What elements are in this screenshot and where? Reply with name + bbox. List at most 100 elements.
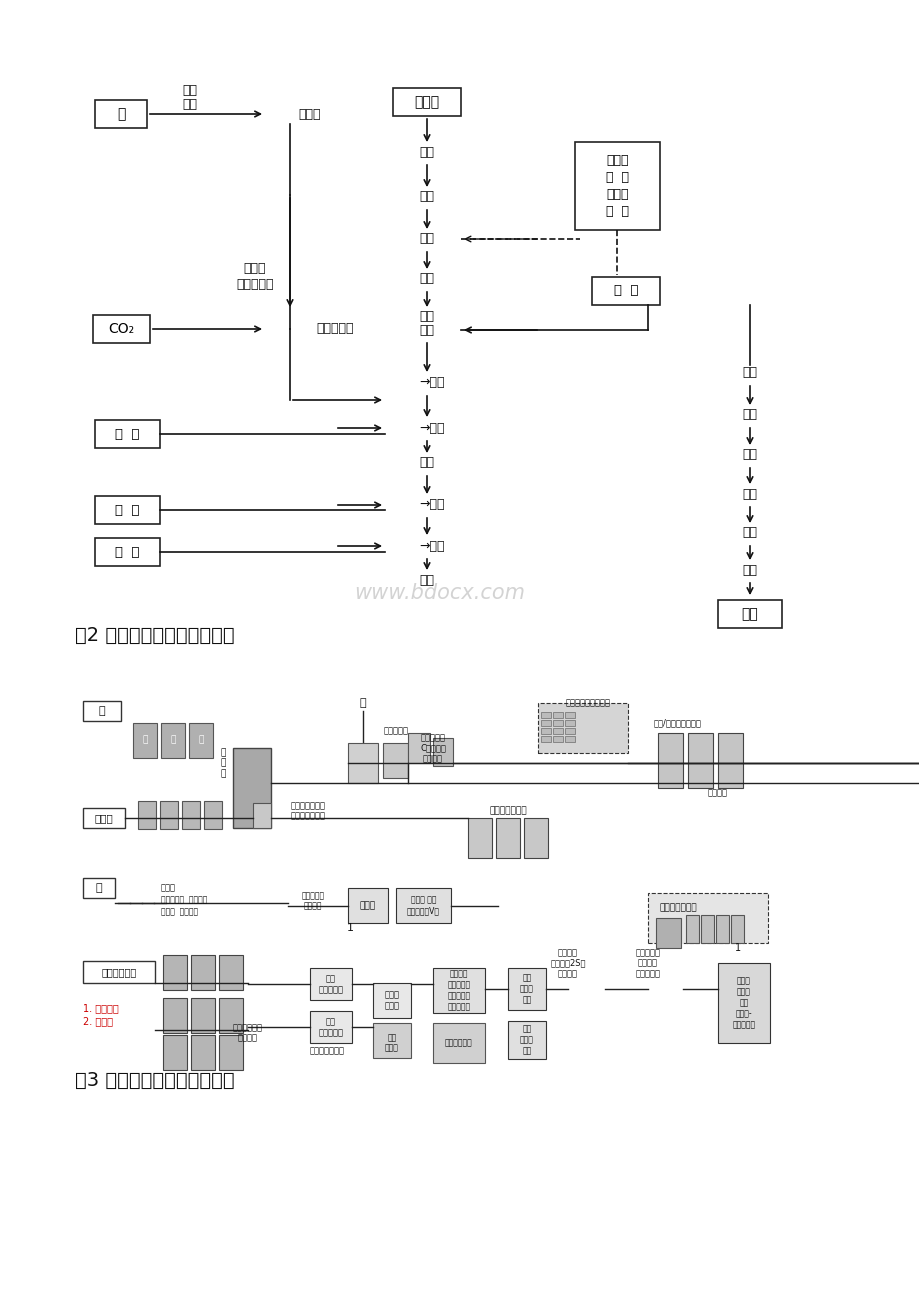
Bar	[433, 1023, 484, 1062]
Bar	[219, 1035, 243, 1070]
Text: 入瓶: 入瓶	[419, 323, 434, 336]
Text: 龙泰溶糖机
C机连续式
溶解砂糖: 龙泰溶糖机 C机连续式 溶解砂糖	[420, 733, 446, 763]
Bar	[564, 728, 574, 734]
Bar	[219, 954, 243, 990]
Text: 冲瓶: 冲瓶	[742, 448, 756, 461]
Bar	[138, 801, 156, 829]
Text: 龙泰糖胶巴氏灭菌机: 龙泰糖胶巴氏灭菌机	[565, 698, 610, 707]
Bar	[160, 801, 177, 829]
Text: 龙泰连续
搅和机器2S型
配置混和: 龙泰连续 搅和机器2S型 配置混和	[550, 948, 585, 978]
Bar	[540, 728, 550, 734]
Text: 2. 浓缩液: 2. 浓缩液	[83, 1016, 113, 1026]
Text: 龙泰原位清洗机: 龙泰原位清洗机	[659, 904, 696, 913]
Bar	[495, 818, 519, 858]
Bar	[95, 421, 160, 448]
Text: 龙泰
批次搅和机: 龙泰 批次搅和机	[318, 1017, 343, 1038]
Text: 化糖: 化糖	[419, 146, 434, 159]
Bar	[564, 712, 574, 717]
Bar	[731, 915, 743, 943]
Bar	[395, 888, 450, 923]
Text: 冷冻机 龙泰
水质脱气机V型: 冷冻机 龙泰 水质脱气机V型	[406, 896, 439, 915]
Bar	[552, 720, 562, 727]
Bar	[233, 749, 271, 828]
Text: 图2 二次性混合灌装工艺流程: 图2 二次性混合灌装工艺流程	[75, 625, 234, 644]
Bar	[163, 999, 187, 1032]
Text: →压盖: →压盖	[419, 422, 444, 435]
Text: 糖浆/高果糖浓缩糖浆: 糖浆/高果糖浓缩糖浆	[653, 719, 701, 728]
Text: 图3 碳酸饮料生产工艺流程图: 图3 碳酸饮料生产工艺流程图	[75, 1070, 234, 1090]
Text: 检瓶: 检瓶	[742, 366, 756, 379]
Bar	[717, 963, 769, 1043]
Text: 浸泡: 浸泡	[742, 564, 756, 577]
Bar	[538, 703, 628, 753]
Text: 配置
成糖浆: 配置 成糖浆	[385, 1034, 399, 1053]
Text: 龙泰
批次搅
和机: 龙泰 批次搅 和机	[519, 1025, 533, 1056]
Bar	[717, 733, 743, 788]
Text: 1. 二氧化碳: 1. 二氧化碳	[83, 1003, 119, 1013]
Bar	[540, 712, 550, 717]
Bar	[392, 89, 460, 116]
Text: 龙泰
批次搅和机: 龙泰 批次搅和机	[318, 974, 343, 993]
Bar	[372, 983, 411, 1018]
Bar	[83, 961, 154, 983]
Bar	[540, 720, 550, 727]
Bar	[372, 1023, 411, 1059]
Text: 糖: 糖	[98, 706, 105, 716]
Text: 水: 水	[359, 698, 366, 708]
Text: 糖
贮
罐: 糖 贮 罐	[220, 749, 225, 777]
Text: →灌水: →灌水	[419, 376, 444, 389]
Text: 过滤: 过滤	[419, 272, 434, 285]
Text: 过滤: 过滤	[419, 190, 434, 203]
Text: 配料: 配料	[419, 233, 434, 246]
Text: 冷冻贮水箱: 冷冻贮水箱	[236, 279, 274, 292]
Bar	[188, 723, 213, 758]
Text: 消毒: 消毒	[742, 487, 756, 500]
Text: 预过滤  水质软化: 预过滤 水质软化	[161, 907, 198, 917]
Bar	[191, 954, 215, 990]
Bar	[83, 809, 125, 828]
Bar	[433, 967, 484, 1013]
Text: 糖浆: 糖浆	[419, 310, 434, 323]
Text: 糖浆贮存: 糖浆贮存	[708, 789, 727, 798]
Text: 水、汽混合: 水、汽混合	[316, 323, 354, 336]
Text: 龙泰饮料
巴氏灭菌机
对倒成糖浆
进行巴氏灭: 龙泰饮料 巴氏灭菌机 对倒成糖浆 进行巴氏灭	[447, 970, 470, 1012]
Bar	[182, 801, 199, 829]
Text: 仓存制成糖浆: 仓存制成糖浆	[445, 1039, 472, 1048]
Bar	[161, 723, 185, 758]
Bar	[540, 736, 550, 742]
Bar	[191, 999, 215, 1032]
Text: 龙泰配料溶解机
溶解粉末状配料: 龙泰配料溶解机 溶解粉末状配料	[290, 801, 325, 820]
Bar	[686, 915, 698, 943]
Text: 龙泰
批次搅
和机: 龙泰 批次搅 和机	[519, 974, 533, 1005]
Text: 柠檬酸
色  素
防腐剂
香  精: 柠檬酸 色 素 防腐剂 香 精	[606, 154, 629, 217]
Bar	[204, 801, 221, 829]
Text: 桔  汁: 桔 汁	[613, 285, 638, 297]
Text: 甜味剂: 甜味剂	[95, 812, 113, 823]
Text: 活性碳过滤  消毒灭菌: 活性碳过滤 消毒灭菌	[161, 896, 207, 905]
Bar	[524, 818, 548, 858]
Text: 糖: 糖	[199, 736, 203, 745]
Text: 空瓶: 空瓶	[741, 607, 757, 621]
Bar	[647, 893, 767, 943]
Text: 龙泰溶糖机: 龙泰溶糖机	[383, 727, 408, 736]
Bar	[83, 700, 121, 721]
Bar	[163, 954, 187, 990]
Bar	[717, 600, 781, 628]
Text: 商  标: 商 标	[115, 504, 140, 517]
Text: 过滤: 过滤	[182, 83, 198, 96]
Text: 糖: 糖	[142, 736, 148, 745]
Text: →装箱: →装箱	[419, 539, 444, 552]
Text: 瓶  盖: 瓶 盖	[115, 427, 140, 440]
Text: 水: 水	[117, 107, 125, 121]
Bar	[564, 720, 574, 727]
Bar	[133, 723, 157, 758]
Text: 龙泰碳酸气
添另加机
添加碳酸气: 龙泰碳酸气 添另加机 添加碳酸气	[635, 948, 660, 978]
Text: 溶解粉末状及
液态香料: 溶解粉末状及 液态香料	[233, 1023, 263, 1043]
Text: 处理水: 处理水	[299, 108, 321, 121]
Text: 龙泰连续搅和机: 龙泰连续搅和机	[310, 1047, 345, 1056]
Text: 沥干: 沥干	[742, 409, 756, 422]
Text: 成品: 成品	[419, 573, 434, 586]
Bar	[655, 918, 680, 948]
Text: 喷克机
玻璃瓶
铝罐
预成形-
聚酯塑料瓶: 喷克机 玻璃瓶 铝罐 预成形- 聚酯塑料瓶	[732, 976, 754, 1030]
Text: 1: 1	[734, 943, 741, 953]
